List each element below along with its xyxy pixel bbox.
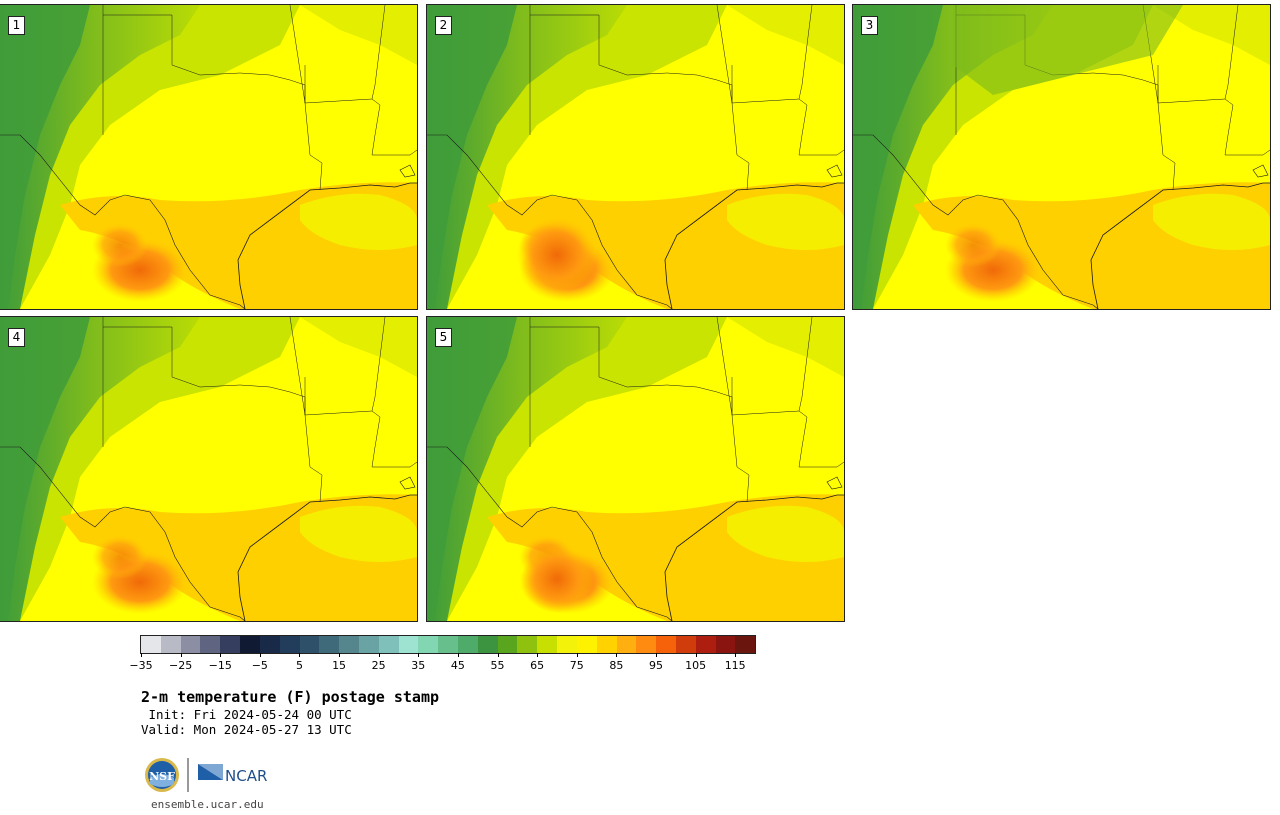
ncar-logo-text: NCAR	[225, 767, 267, 785]
colorbar-tick	[616, 653, 618, 657]
member-label: 1	[8, 16, 25, 35]
colorbar-tick-label: −35	[129, 659, 153, 672]
colorbar-segment	[141, 636, 161, 653]
map-panel-2: 2	[426, 4, 845, 310]
colorbar-tick-label: 45	[450, 659, 465, 672]
colorbar-segment	[240, 636, 260, 653]
colorbar-tick-label: −15	[208, 659, 232, 672]
temperature-map	[0, 317, 417, 621]
colorbar-segment	[576, 636, 597, 653]
colorbar-segment	[319, 636, 340, 653]
member-label: 3	[861, 16, 878, 35]
member-label: 4	[8, 328, 25, 347]
colorbar-tick-label: 25	[371, 659, 386, 672]
colorbar-segment	[458, 636, 478, 653]
nsf-logo-icon: NSF	[145, 758, 179, 792]
colorbar-tick-label: 55	[490, 659, 505, 672]
colorbar-segment	[299, 636, 320, 653]
map-panel-1: 1	[0, 4, 418, 310]
figure-title: 2-m temperature (F) postage stamp	[141, 688, 440, 706]
member-label: 2	[435, 16, 452, 35]
colorbar-segment	[398, 636, 419, 653]
colorbar-segment	[517, 636, 538, 653]
colorbar-segment	[160, 636, 181, 653]
colorbar-tick-label: 85	[609, 659, 624, 672]
colorbar-segment	[636, 636, 657, 653]
colorbar-tick-label: −25	[169, 659, 193, 672]
colorbar	[140, 635, 756, 654]
colorbar-segment	[279, 636, 300, 653]
ncar-logo-icon: NCAR	[198, 764, 267, 785]
colorbar-tick-label: −5	[251, 659, 268, 672]
colorbar-tick	[457, 653, 459, 657]
nsf-logo-text: NSF	[149, 770, 175, 783]
colorbar-segment	[477, 636, 498, 653]
colorbar-tick	[695, 653, 697, 657]
colorbar-tick	[259, 653, 261, 657]
valid-time: Valid: Mon 2024-05-27 13 UTC	[141, 722, 352, 737]
colorbar-tick	[655, 653, 657, 657]
colorbar-tick	[220, 653, 222, 657]
colorbar-segment	[497, 636, 518, 653]
colorbar-segment	[557, 636, 577, 653]
colorbar-tick-label: 5	[295, 659, 303, 672]
init-time: Init: Fri 2024-05-24 00 UTC	[141, 707, 352, 722]
colorbar-tick	[141, 653, 142, 657]
colorbar-segment	[438, 636, 458, 653]
map-panel-4: 4	[0, 316, 418, 622]
colorbar-segment	[735, 636, 756, 653]
site-url: ensemble.ucar.edu	[151, 798, 264, 811]
colorbar-tick	[576, 653, 578, 657]
temperature-map	[427, 5, 844, 309]
colorbar-tick-label: 65	[530, 659, 545, 672]
temperature-map	[427, 317, 844, 621]
colorbar-tick	[299, 653, 301, 657]
temperature-map	[0, 5, 417, 309]
colorbar-segment	[220, 636, 241, 653]
colorbar-segment	[616, 636, 637, 653]
colorbar-tick	[418, 653, 420, 657]
colorbar-segment	[378, 636, 399, 653]
colorbar-segment	[656, 636, 676, 653]
colorbar-segment	[180, 636, 201, 653]
member-label: 5	[435, 328, 452, 347]
colorbar-segment	[418, 636, 439, 653]
temperature-map	[853, 5, 1270, 309]
colorbar-segment	[695, 636, 716, 653]
colorbar-tick-label: 75	[569, 659, 584, 672]
colorbar-tick	[339, 653, 341, 657]
colorbar-segment	[715, 636, 736, 653]
colorbar-tick	[180, 653, 182, 657]
colorbar-tick	[378, 653, 380, 657]
colorbar-tick-label: 95	[648, 659, 663, 672]
colorbar-segment	[537, 636, 558, 653]
colorbar-tick	[537, 653, 539, 657]
colorbar-tick-label: 35	[411, 659, 426, 672]
colorbar-segment	[259, 636, 280, 653]
colorbar-ticks: −35 −25 −15 −5 5 15 25 35 45 55 65 75 85 95 105 115	[129, 653, 755, 673]
map-panel-3: 3	[852, 4, 1271, 310]
colorbar-tick-label: 115	[724, 659, 746, 672]
colorbar-segment	[675, 636, 696, 653]
colorbar-tick-label: 105	[685, 659, 707, 672]
colorbar-tick	[497, 653, 499, 657]
colorbar-tick-label: 15	[332, 659, 347, 672]
logos: NSF NCAR	[143, 756, 283, 794]
map-panel-5: 5	[426, 316, 845, 622]
colorbar-segment	[596, 636, 617, 653]
colorbar-segment	[200, 636, 221, 653]
colorbar-segment	[358, 636, 379, 653]
colorbar-tick	[735, 653, 737, 657]
colorbar-segment	[339, 636, 359, 653]
